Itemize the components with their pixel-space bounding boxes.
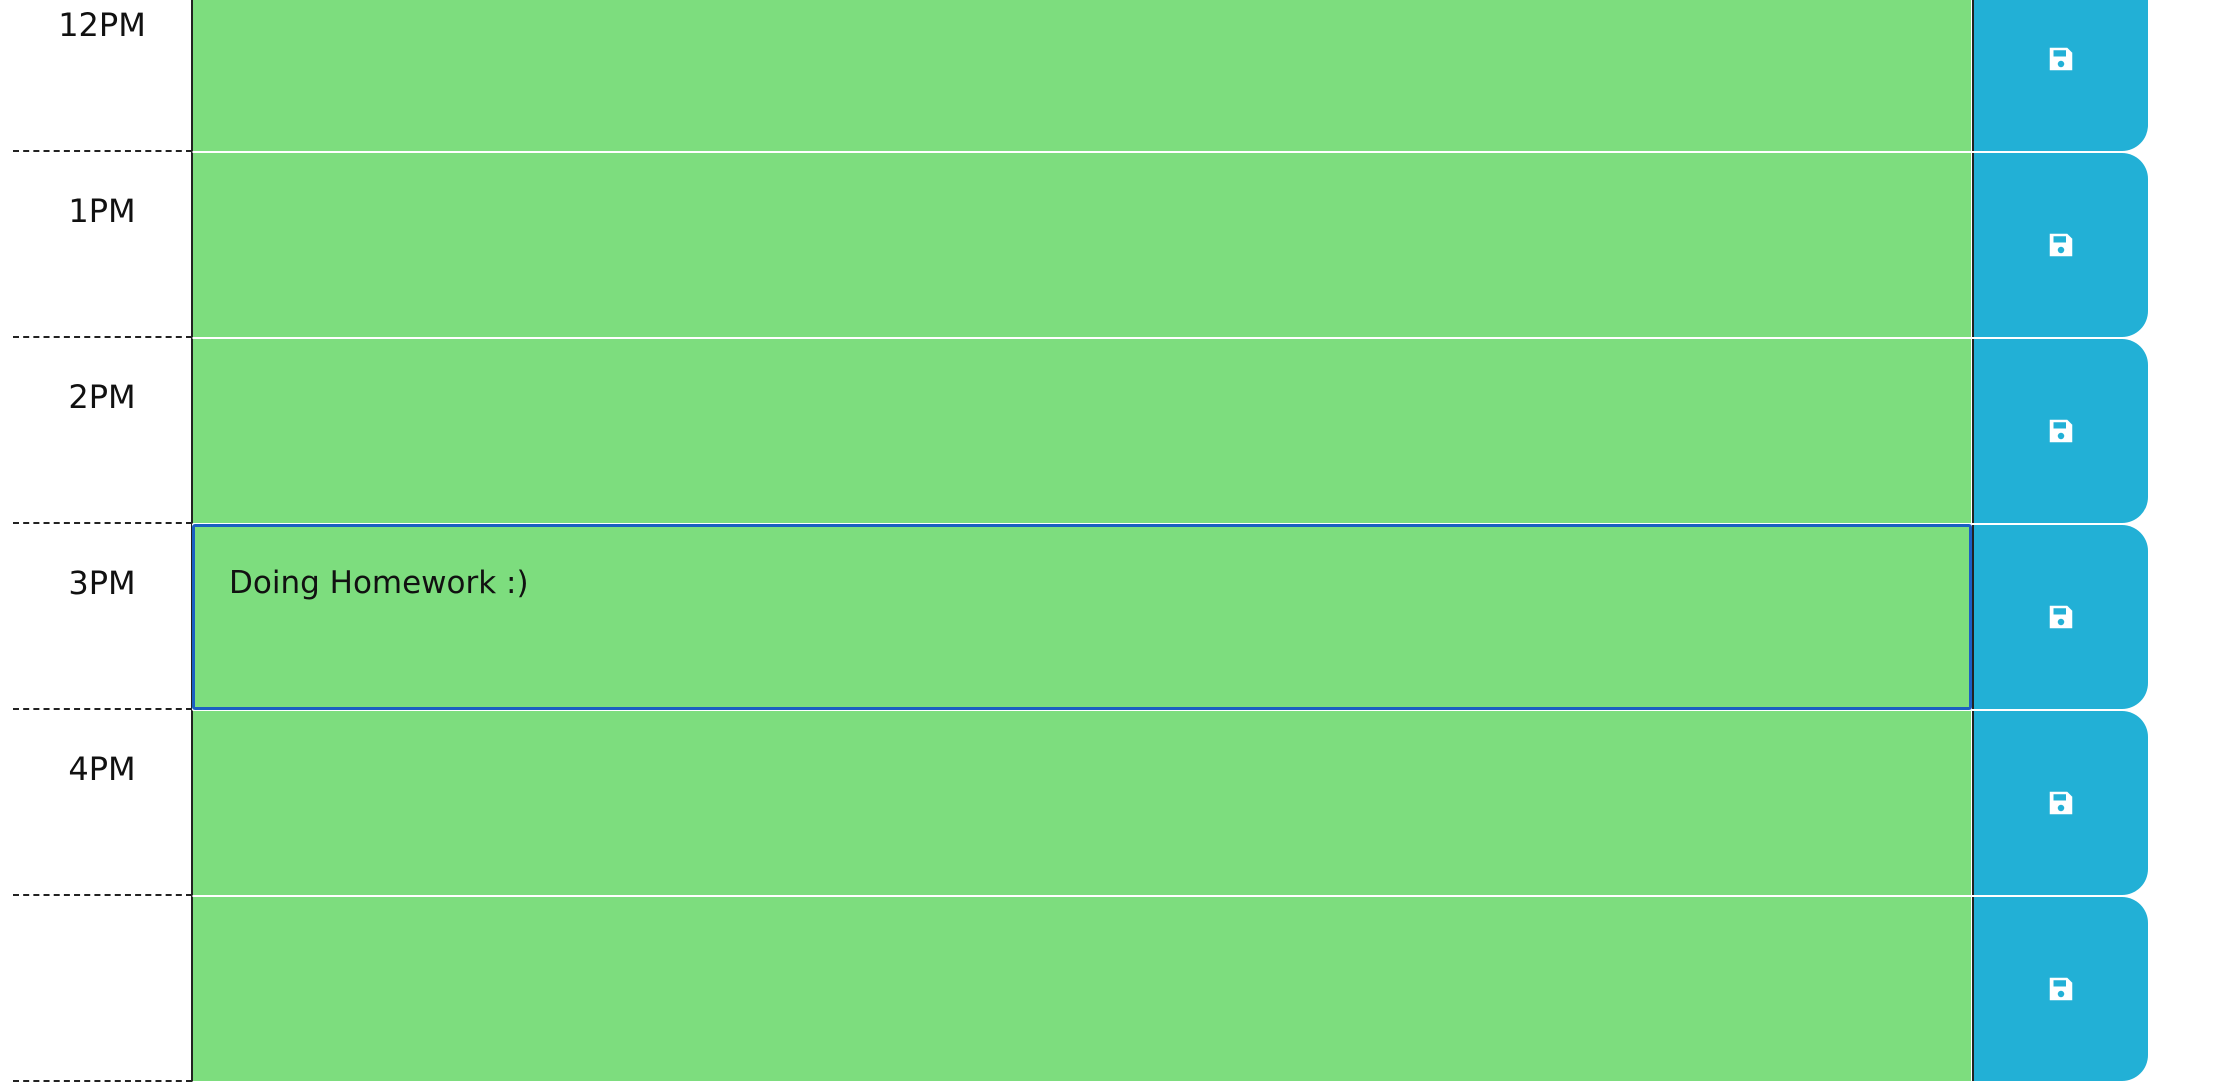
time-block-4pm: 4PM bbox=[0, 710, 2240, 896]
time-block-next bbox=[0, 896, 2240, 1082]
floppy-disk-icon bbox=[2049, 605, 2073, 629]
time-block-2pm: 2PM bbox=[0, 338, 2240, 524]
save-button[interactable] bbox=[1972, 525, 2148, 709]
event-textarea[interactable]: Doing Homework :) bbox=[192, 524, 1972, 710]
time-block-3pm: 3PM Doing Homework :) bbox=[0, 524, 2240, 710]
event-textarea[interactable] bbox=[192, 896, 1972, 1082]
event-textarea[interactable] bbox=[192, 0, 1972, 152]
save-button[interactable] bbox=[1972, 153, 2148, 337]
time-block-12pm: 12PM bbox=[0, 0, 2240, 152]
floppy-disk-icon bbox=[2049, 791, 2073, 815]
hour-label: 2PM bbox=[13, 338, 192, 524]
floppy-disk-icon bbox=[2049, 977, 2073, 1001]
save-button[interactable] bbox=[1972, 339, 2148, 523]
save-button[interactable] bbox=[1972, 897, 2148, 1081]
save-button[interactable] bbox=[1972, 711, 2148, 895]
hour-label: 12PM bbox=[13, 0, 192, 152]
event-textarea[interactable] bbox=[192, 710, 1972, 896]
event-textarea[interactable] bbox=[192, 338, 1972, 524]
save-button[interactable] bbox=[1972, 0, 2148, 151]
hour-label bbox=[13, 896, 192, 1082]
floppy-disk-icon bbox=[2049, 233, 2073, 257]
hour-label: 1PM bbox=[13, 152, 192, 338]
floppy-disk-icon bbox=[2049, 47, 2073, 71]
event-textarea[interactable] bbox=[192, 152, 1972, 338]
time-block-1pm: 1PM bbox=[0, 152, 2240, 338]
floppy-disk-icon bbox=[2049, 419, 2073, 443]
hour-label: 4PM bbox=[13, 710, 192, 896]
hour-label: 3PM bbox=[13, 524, 192, 710]
